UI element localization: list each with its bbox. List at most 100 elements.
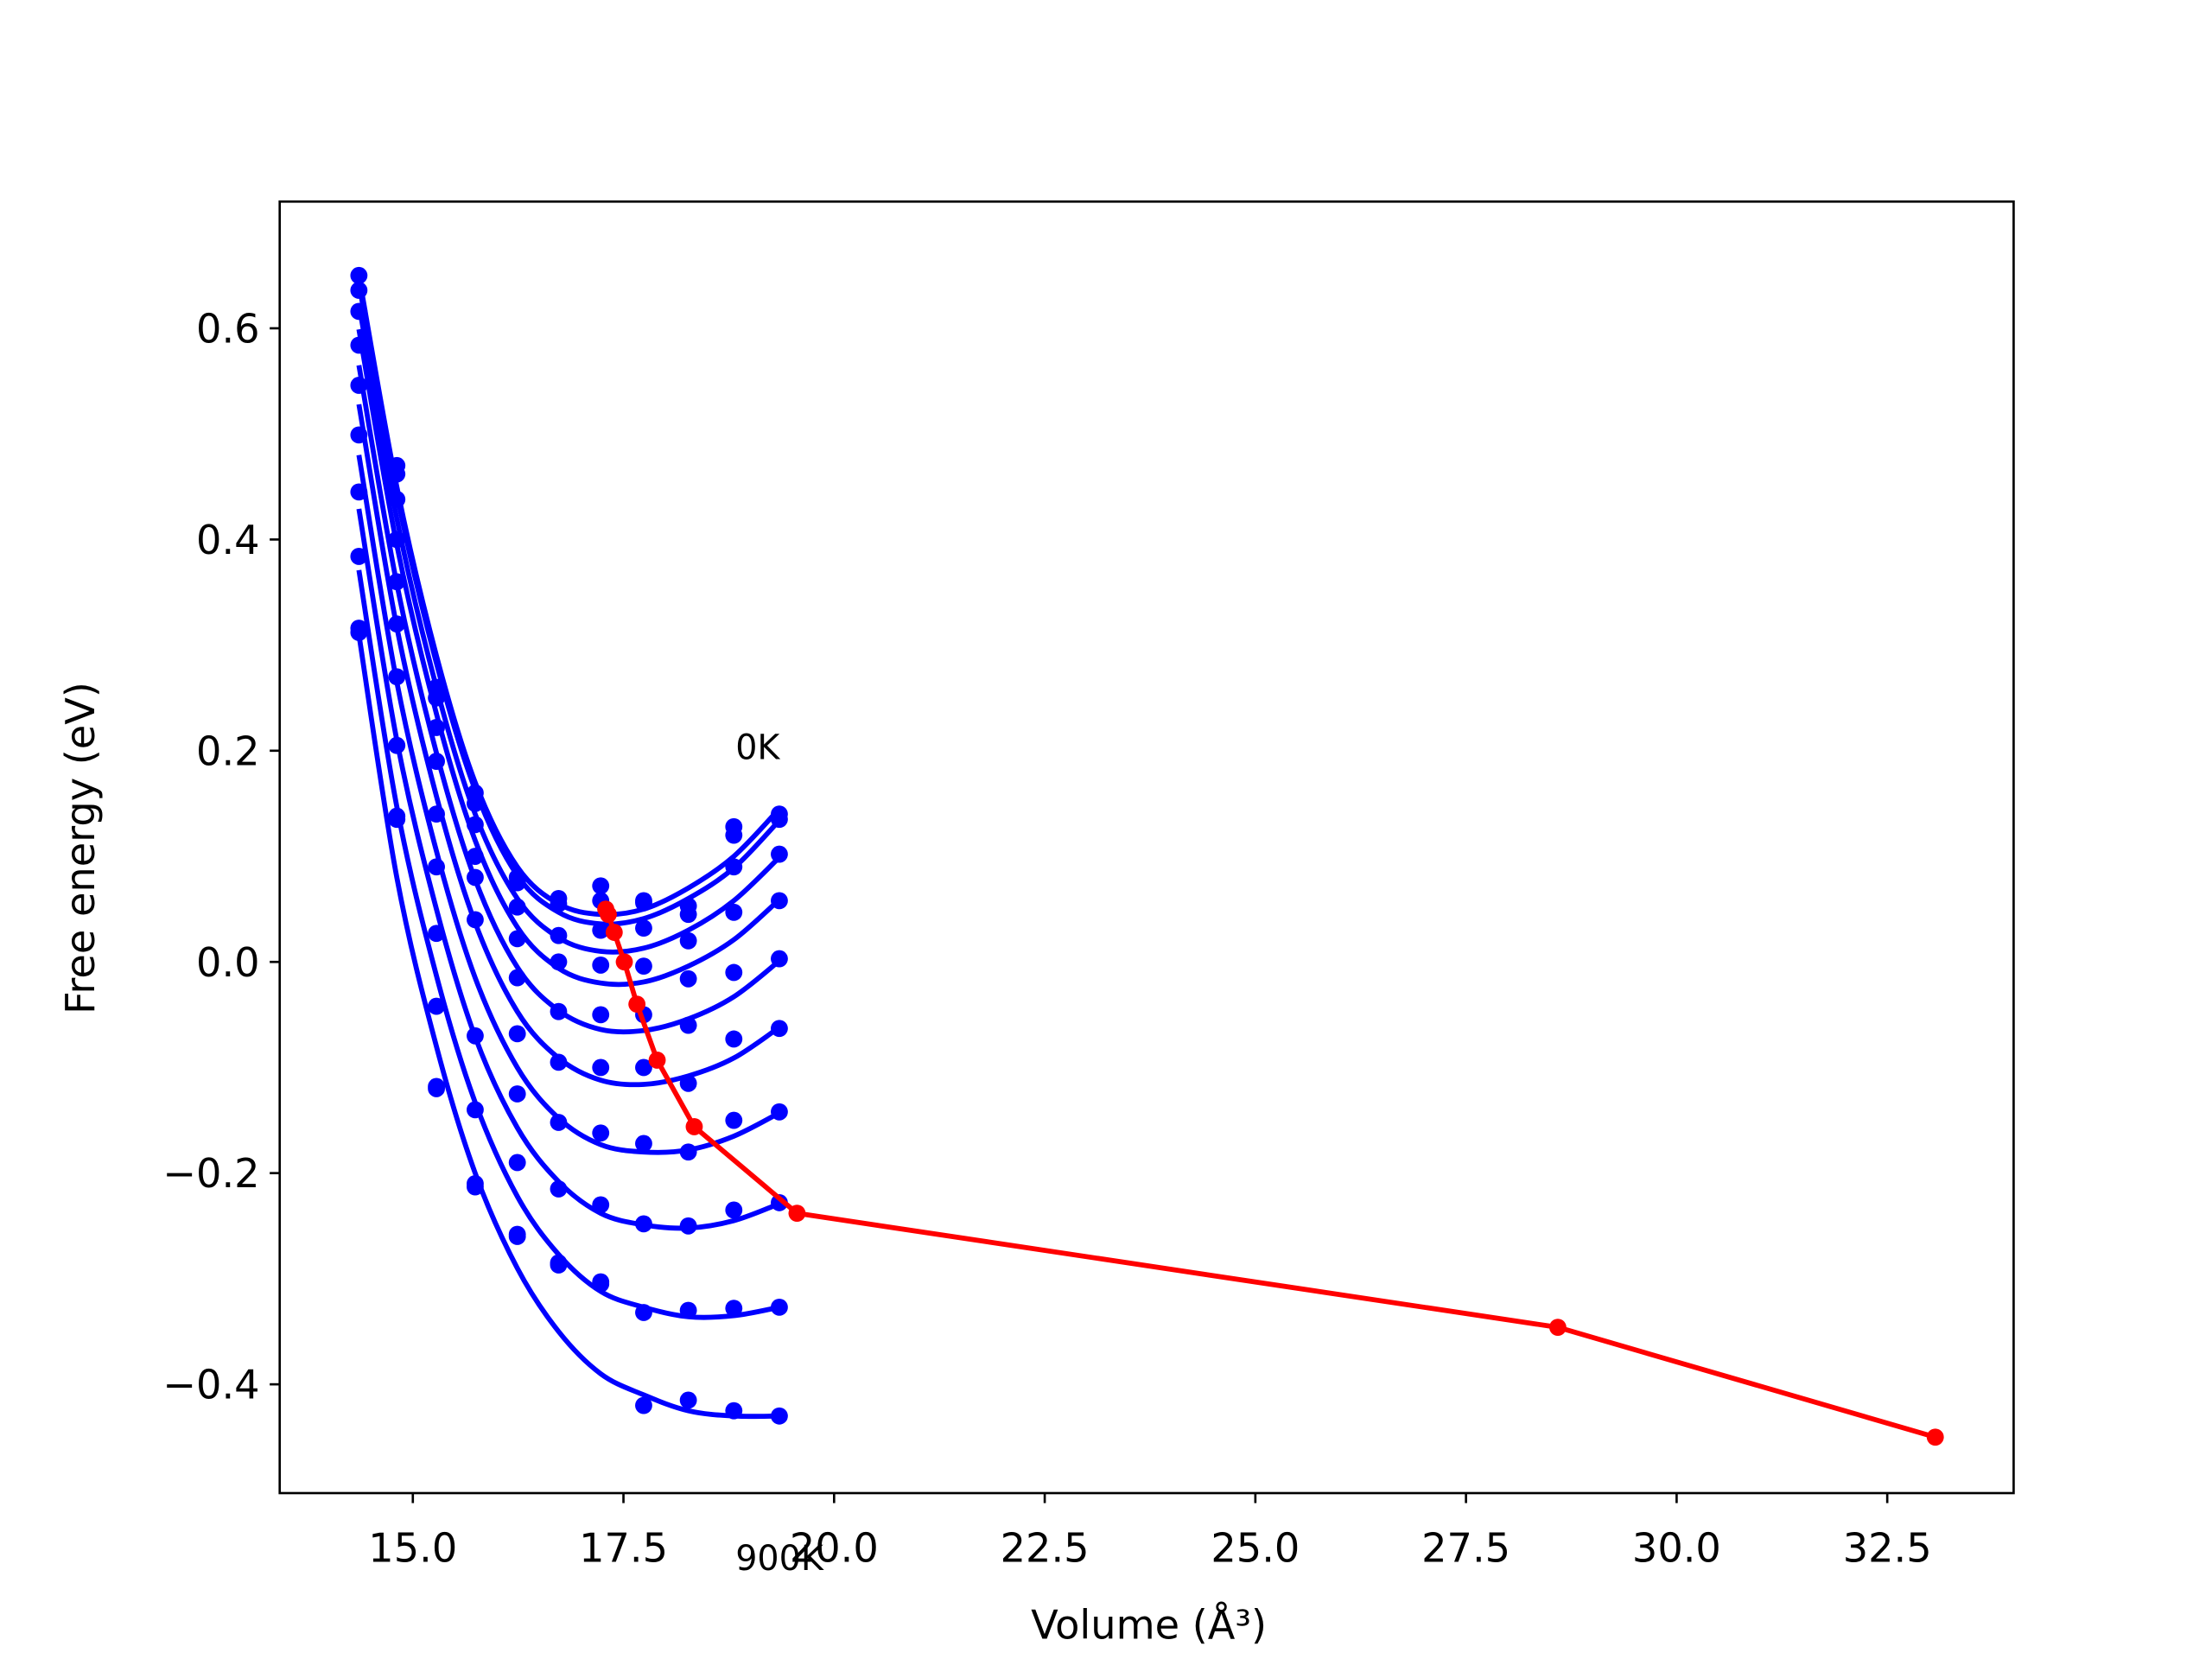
point bbox=[428, 997, 445, 1015]
point bbox=[428, 689, 445, 707]
point bbox=[467, 1174, 484, 1192]
point bbox=[771, 1193, 788, 1211]
point bbox=[592, 877, 610, 895]
point bbox=[388, 531, 406, 549]
line bbox=[356, 328, 781, 988]
point bbox=[550, 1114, 568, 1131]
point bbox=[350, 377, 368, 394]
line bbox=[356, 633, 779, 1420]
point bbox=[428, 858, 445, 876]
point bbox=[467, 816, 484, 834]
point bbox=[725, 1030, 743, 1048]
y-axis-label: Free energy (eV) bbox=[57, 682, 104, 1014]
point bbox=[350, 624, 368, 641]
point bbox=[725, 903, 743, 921]
point bbox=[592, 1124, 610, 1142]
point bbox=[679, 1143, 697, 1161]
point bbox=[350, 426, 368, 444]
point bbox=[467, 1101, 484, 1119]
point bbox=[635, 1215, 652, 1233]
point bbox=[350, 302, 368, 321]
point bbox=[628, 995, 646, 1014]
point bbox=[771, 1020, 788, 1038]
point bbox=[388, 491, 406, 508]
point bbox=[350, 266, 368, 284]
point bbox=[592, 1273, 610, 1291]
point bbox=[508, 1085, 526, 1103]
point bbox=[725, 963, 743, 982]
point bbox=[771, 1103, 788, 1121]
point bbox=[467, 848, 484, 865]
point bbox=[685, 1117, 703, 1135]
point bbox=[592, 957, 610, 974]
point bbox=[679, 1074, 697, 1092]
x-tick-label: 15.0 bbox=[368, 1524, 457, 1571]
point bbox=[508, 898, 526, 916]
point bbox=[679, 1016, 697, 1034]
x-tick-label: 22.5 bbox=[1001, 1524, 1090, 1571]
point bbox=[725, 1300, 743, 1318]
point bbox=[679, 906, 697, 924]
point bbox=[428, 925, 445, 943]
point bbox=[725, 826, 743, 844]
point bbox=[771, 845, 788, 863]
point bbox=[428, 753, 445, 770]
point bbox=[428, 805, 445, 823]
y-tick-label: 0.2 bbox=[196, 728, 260, 774]
point bbox=[467, 795, 484, 812]
point bbox=[388, 465, 406, 483]
point bbox=[648, 1052, 666, 1069]
point bbox=[592, 1058, 610, 1077]
point bbox=[679, 1217, 697, 1235]
point bbox=[635, 1304, 652, 1321]
point bbox=[467, 911, 484, 929]
annotation: 0K bbox=[735, 728, 780, 767]
point bbox=[679, 1391, 697, 1409]
point bbox=[725, 1201, 743, 1219]
point bbox=[550, 1254, 568, 1272]
point bbox=[550, 895, 568, 912]
point bbox=[605, 924, 623, 941]
point bbox=[550, 1053, 568, 1071]
x-tick-label: 20.0 bbox=[790, 1524, 879, 1571]
point bbox=[1548, 1319, 1567, 1337]
x-tick-label: 30.0 bbox=[1632, 1524, 1721, 1571]
point bbox=[467, 1027, 484, 1045]
point bbox=[592, 1006, 610, 1024]
point bbox=[508, 1154, 526, 1172]
point bbox=[600, 906, 617, 924]
point bbox=[550, 926, 568, 944]
x-tick-label: 17.5 bbox=[579, 1524, 668, 1571]
x-axis-label: Volume (Å³) bbox=[1031, 1601, 1267, 1648]
point bbox=[635, 1058, 652, 1077]
y-tick-label: 0.6 bbox=[196, 305, 260, 352]
point bbox=[592, 921, 610, 939]
point bbox=[388, 807, 406, 825]
point bbox=[635, 957, 652, 976]
point bbox=[388, 615, 406, 633]
point bbox=[679, 1301, 697, 1319]
point bbox=[550, 1002, 568, 1020]
point bbox=[771, 892, 788, 910]
point bbox=[508, 874, 526, 892]
line bbox=[603, 907, 1936, 1440]
point bbox=[592, 1196, 610, 1214]
x-tick-label: 25.0 bbox=[1211, 1524, 1300, 1571]
x-tick-label: 27.5 bbox=[1421, 1524, 1510, 1571]
point bbox=[771, 810, 788, 829]
point bbox=[508, 1225, 526, 1243]
point bbox=[679, 969, 697, 988]
point bbox=[725, 858, 743, 876]
point bbox=[428, 1077, 445, 1096]
point bbox=[771, 1407, 788, 1425]
point bbox=[679, 931, 697, 950]
plot-frame bbox=[278, 200, 2015, 1495]
point bbox=[550, 953, 568, 971]
point bbox=[635, 1135, 652, 1153]
x-tick-label: 32.5 bbox=[1843, 1524, 1932, 1571]
point bbox=[725, 1111, 743, 1129]
point bbox=[771, 950, 788, 968]
point bbox=[350, 483, 368, 501]
annotation: 900K bbox=[735, 1539, 824, 1579]
